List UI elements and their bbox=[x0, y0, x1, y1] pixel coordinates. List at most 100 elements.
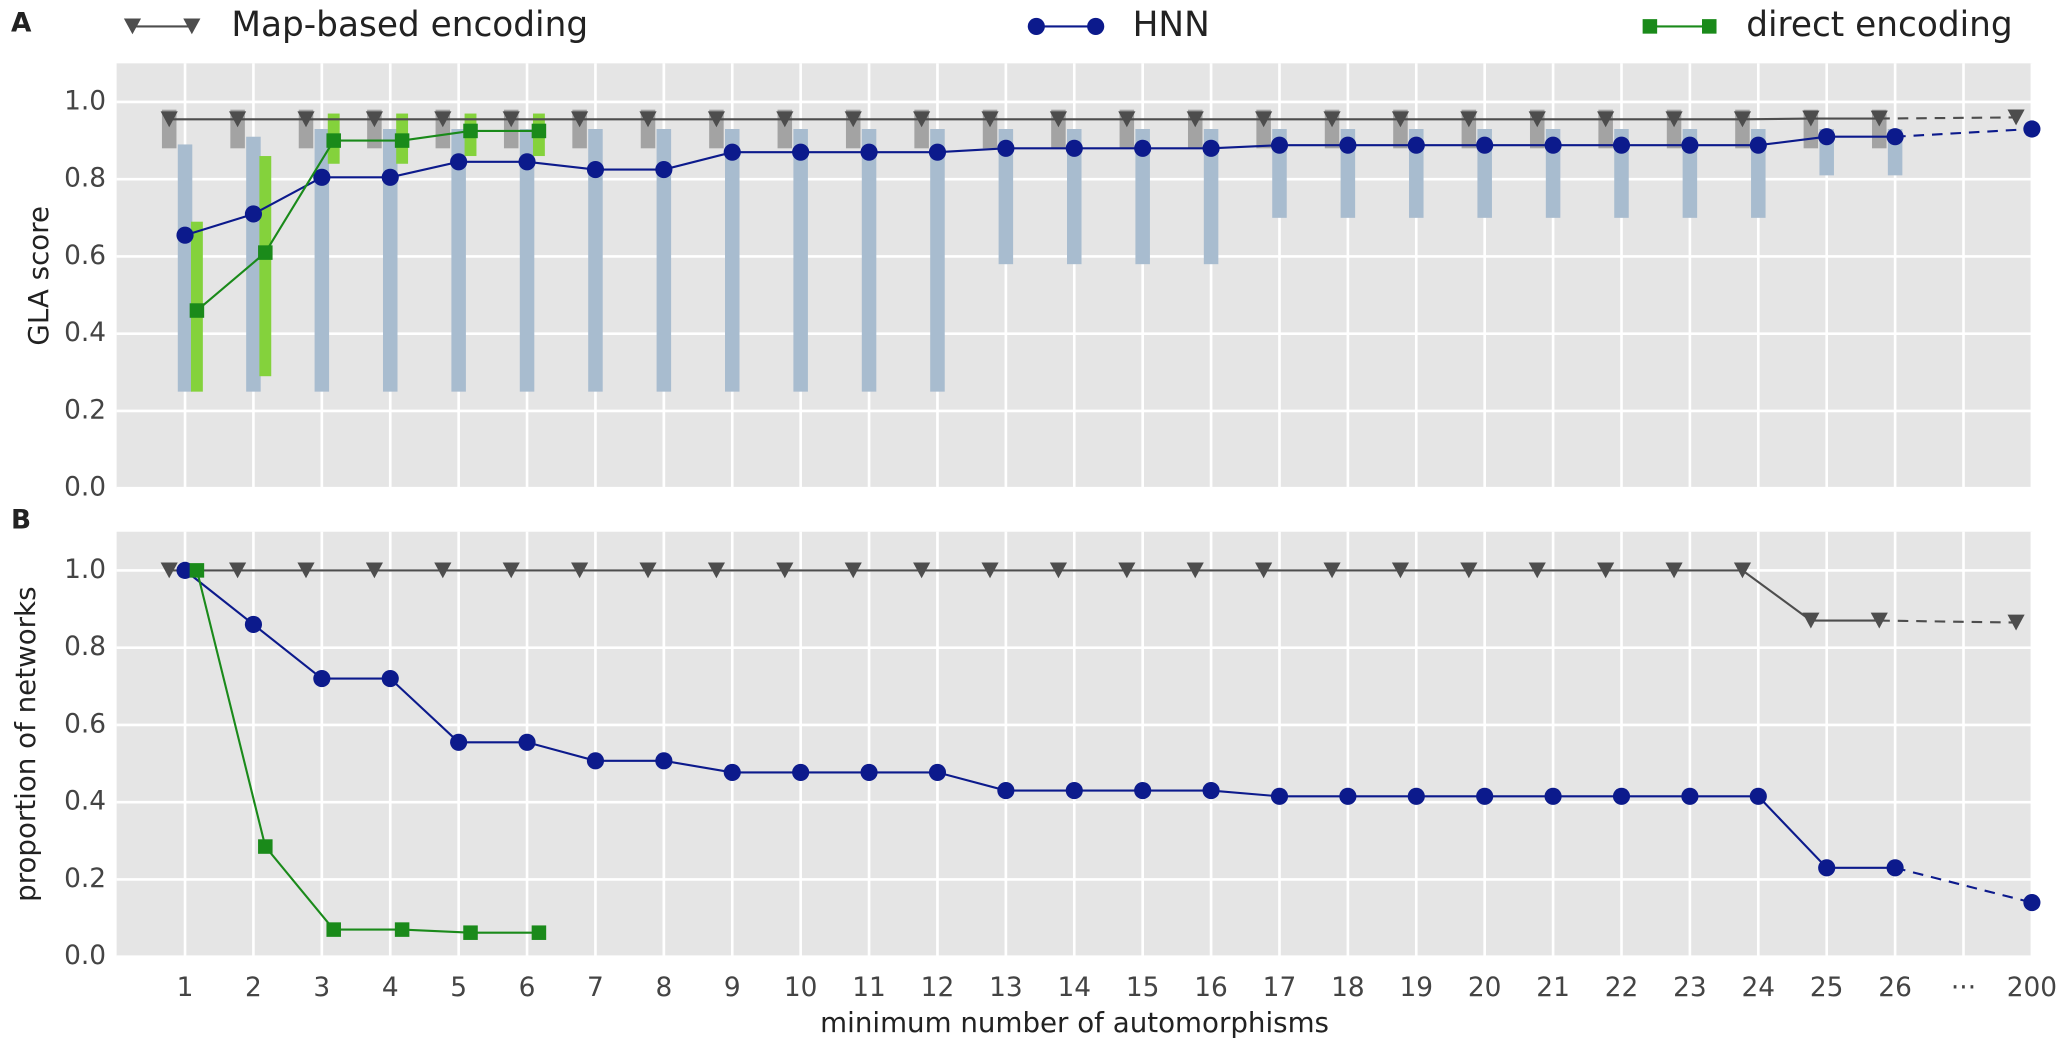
marker bbox=[518, 733, 536, 751]
series-line bbox=[196, 129, 539, 312]
y-tick-label: 1.0 bbox=[64, 555, 106, 585]
marker bbox=[981, 562, 999, 579]
box bbox=[382, 128, 398, 392]
series-line bbox=[169, 569, 1880, 622]
x-tick-label: 23 bbox=[1673, 973, 1707, 1003]
marker bbox=[313, 168, 331, 186]
marker bbox=[502, 562, 520, 579]
marker bbox=[1255, 562, 1273, 579]
marker bbox=[723, 763, 741, 781]
marker bbox=[639, 562, 657, 579]
marker bbox=[244, 615, 263, 634]
x-tick-label: 22 bbox=[1605, 973, 1639, 1003]
marker bbox=[1597, 562, 1615, 579]
y-axis-label: proportion of networks bbox=[9, 587, 42, 902]
marker bbox=[189, 563, 205, 578]
x-tick-label: 3 bbox=[313, 973, 330, 1003]
marker bbox=[160, 562, 178, 579]
marker bbox=[326, 922, 341, 937]
marker bbox=[1186, 111, 1204, 128]
x-tick-label: 1 bbox=[177, 973, 194, 1003]
marker bbox=[518, 153, 536, 171]
marker bbox=[928, 143, 947, 161]
marker bbox=[1886, 128, 1904, 146]
y-tick-label: 0.8 bbox=[64, 164, 106, 194]
x-tick-label: 16 bbox=[1194, 973, 1228, 1003]
x-tick-label: 24 bbox=[1742, 973, 1776, 1003]
marker bbox=[1202, 139, 1220, 157]
marker bbox=[297, 562, 315, 579]
marker bbox=[997, 139, 1015, 157]
y-tick-label: 0.2 bbox=[64, 395, 106, 425]
box bbox=[588, 128, 603, 392]
marker bbox=[381, 669, 399, 688]
marker bbox=[571, 111, 589, 128]
marker bbox=[1733, 111, 1752, 128]
marker bbox=[1802, 110, 1820, 127]
y-tick-label: 0.2 bbox=[64, 864, 106, 894]
marker bbox=[1665, 562, 1683, 579]
marker bbox=[844, 111, 862, 128]
box bbox=[724, 128, 740, 392]
x-tick-label: 2 bbox=[245, 973, 262, 1003]
legend-label: Map-based encoding bbox=[231, 5, 588, 45]
marker bbox=[176, 561, 194, 579]
x-tick-label: 8 bbox=[655, 973, 672, 1003]
gap-bridge bbox=[1895, 127, 2032, 138]
marker bbox=[1065, 781, 1083, 800]
marker bbox=[1391, 562, 1410, 579]
marker bbox=[1255, 111, 1273, 128]
marker bbox=[707, 111, 725, 128]
marker bbox=[1476, 787, 1494, 805]
marker bbox=[381, 168, 399, 186]
marker bbox=[1065, 139, 1083, 157]
marker bbox=[450, 153, 468, 171]
y-tick-label: 0.0 bbox=[64, 473, 106, 503]
legend-label: direct encoding bbox=[1746, 5, 2012, 45]
marker bbox=[1460, 562, 1478, 579]
y-tick-label: 0.8 bbox=[64, 632, 106, 662]
marker bbox=[1323, 562, 1341, 579]
legend-marker bbox=[1027, 17, 1045, 35]
marker bbox=[1270, 787, 1289, 805]
marker bbox=[258, 839, 273, 854]
marker bbox=[1528, 562, 1546, 579]
legend-label: HNN bbox=[1133, 5, 1210, 45]
marker bbox=[860, 143, 878, 161]
box bbox=[1135, 128, 1150, 265]
x-tick-label: 25 bbox=[1810, 973, 1844, 1003]
marker bbox=[258, 245, 273, 260]
marker bbox=[571, 562, 589, 579]
marker bbox=[913, 111, 931, 128]
marker bbox=[531, 123, 547, 139]
marker bbox=[792, 763, 810, 781]
marker bbox=[1460, 111, 1478, 128]
marker bbox=[434, 111, 452, 128]
marker bbox=[1597, 111, 1615, 128]
marker bbox=[1544, 136, 1562, 154]
box bbox=[314, 128, 330, 392]
marker bbox=[776, 111, 794, 128]
x-tick-label: 18 bbox=[1331, 973, 1365, 1003]
x-tick-label: 12 bbox=[921, 973, 955, 1003]
marker bbox=[313, 669, 331, 688]
box bbox=[519, 128, 535, 392]
marker bbox=[1612, 136, 1631, 154]
y-tick-label: 0.0 bbox=[64, 941, 106, 971]
marker bbox=[928, 763, 947, 781]
marker bbox=[1202, 781, 1220, 800]
marker bbox=[1665, 111, 1683, 128]
marker bbox=[723, 143, 741, 161]
marker bbox=[1818, 859, 1836, 877]
marker bbox=[326, 133, 341, 148]
legend-marker bbox=[123, 18, 142, 35]
gap-bridge bbox=[1879, 619, 2017, 624]
box bbox=[177, 144, 193, 392]
x-tick-label: ··· bbox=[1951, 973, 1976, 1003]
marker bbox=[639, 111, 657, 128]
y-tick-label: 0.4 bbox=[64, 318, 106, 348]
marker bbox=[450, 733, 468, 751]
x-tick-label: 200 bbox=[2007, 973, 2057, 1003]
marker bbox=[394, 922, 410, 937]
series-line bbox=[184, 135, 1896, 237]
